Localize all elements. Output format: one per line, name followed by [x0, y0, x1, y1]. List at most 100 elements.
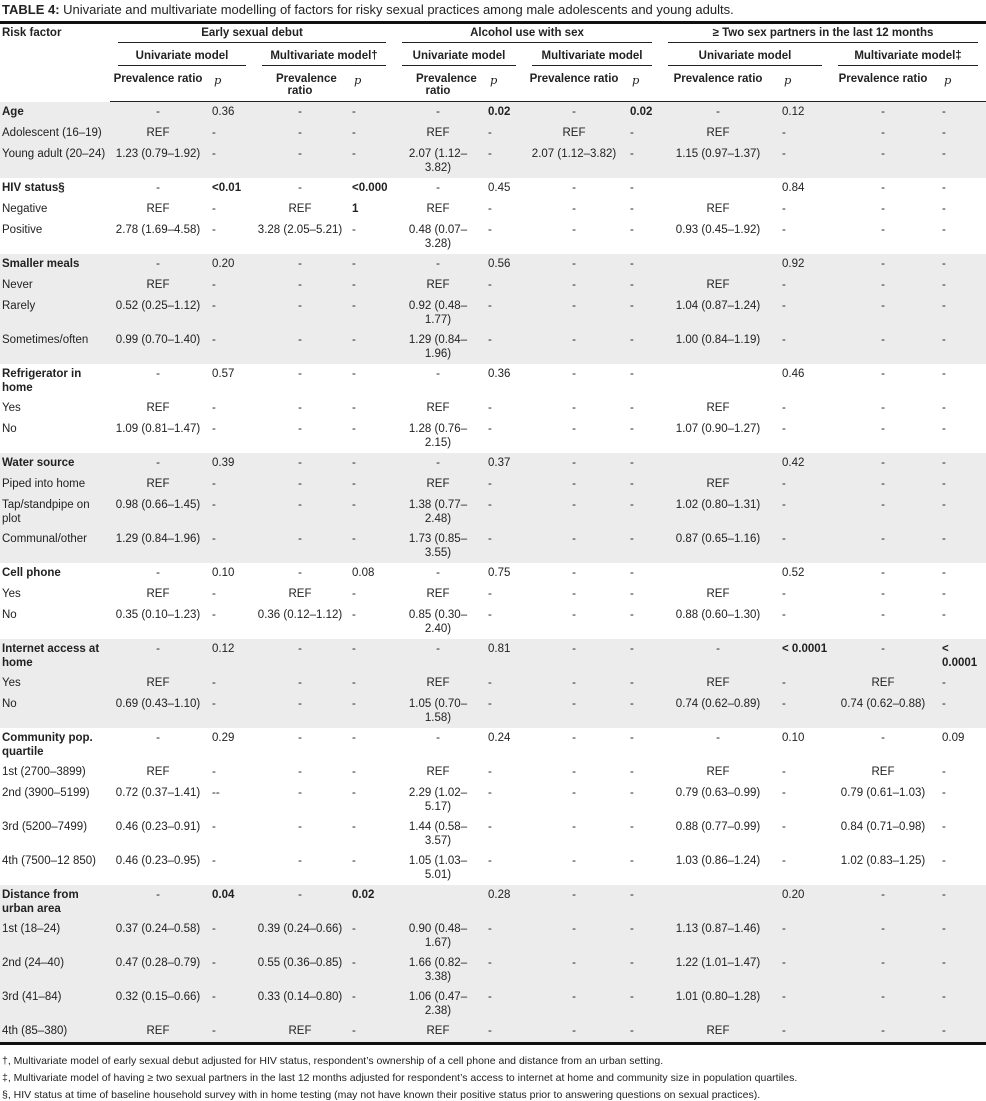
prevalence-ratio-cell: - [110, 453, 206, 474]
p-value-cell: - [206, 330, 254, 364]
p-value-cell: - [630, 609, 634, 621]
p-value-cell: - [782, 787, 786, 799]
p-value-cell: - [776, 987, 830, 1021]
p-value-cell: - [782, 609, 786, 621]
p-value-cell: - [206, 296, 254, 330]
prevalence-ratio-cell: 0.79 (0.63–0.99) [675, 787, 761, 799]
prevalence-ratio-cell: 1.00 (0.84–1.19) [660, 330, 776, 364]
p-value-cell: - [624, 694, 660, 728]
group-header-row: Water source -0.39- - -0.37- -0.42- - [0, 453, 986, 474]
p-value-cell: - [482, 987, 524, 1021]
p-value-cell: - [488, 203, 492, 215]
prevalence-ratio-cell: - [524, 474, 624, 495]
prevalence-ratio-cell: - [298, 787, 302, 799]
prevalence-ratio-cell: - [524, 885, 624, 919]
prevalence-ratio-cell: REF [110, 123, 206, 144]
table-row: Yes REF - - - REF - - - REF - - - [0, 398, 986, 419]
prevalence-ratio-cell: - [572, 821, 576, 833]
p-value-cell: - [206, 953, 254, 987]
prevalence-ratio-cell: REF [288, 588, 312, 600]
prevalence-ratio-cell: REF [706, 588, 730, 600]
prevalence-ratio-cell: 0.72 (0.37–1.41) [115, 787, 201, 799]
p-value-header: p [206, 70, 254, 102]
model-header: Univariate model [660, 47, 830, 70]
p-value-cell: - [482, 275, 524, 296]
prevalence-ratio-cell: - [254, 694, 346, 728]
table-row: Rarely 0.52 (0.25–1.12) - - -0.92 (0.48–1.77… [0, 296, 986, 330]
prevalence-ratio-cell: - [254, 275, 346, 296]
prevalence-ratio-cell: - [524, 529, 624, 563]
prevalence-ratio-cell: - [110, 254, 206, 275]
risk-factor-cell: Rarely [0, 296, 110, 330]
prevalence-ratio-cell: REF [394, 275, 482, 296]
p-value-cell: - [206, 919, 254, 953]
prevalence-ratio-header: Prevalence ratio [830, 70, 936, 102]
p-value-cell: - [624, 673, 660, 694]
prevalence-ratio-cell [394, 885, 482, 919]
risk-factor-cell: 2nd (24–40) [0, 953, 110, 987]
p-value-cell: - [352, 609, 356, 621]
risk-factor-cell: No [2, 609, 17, 621]
prevalence-ratio-cell: - [881, 402, 885, 414]
p-value-cell: - [624, 296, 660, 330]
prevalence-ratio-cell: 1.09 (0.81–1.47) [115, 423, 201, 435]
p-value-cell: - [212, 402, 216, 414]
prevalence-ratio-cell: REF [660, 673, 776, 694]
p-value-cell: - [212, 609, 216, 621]
prevalence-ratio-cell: - [572, 224, 576, 236]
prevalence-ratio-cell: REF [146, 402, 170, 414]
prevalence-ratio-cell: 0.85 (0.30–2.40) [408, 609, 468, 635]
group-header-row: Community pop. quartile - 0.29 - - - 0.24 - - - 0.… [0, 728, 986, 762]
p-value-cell: - [352, 766, 356, 778]
p-value-cell: - [776, 953, 830, 987]
table-row: No 0.69 (0.43–1.10) - - -1.05 (0.70–1.58) - - -… [0, 694, 986, 728]
p-value-cell: 0.02 [346, 885, 394, 919]
prevalence-ratio-cell: - [254, 296, 346, 330]
table-row: 2nd (3900–5199) 0.72 (0.37–1.41) -- - -2.29 … [0, 783, 986, 817]
prevalence-ratio-cell [660, 563, 776, 584]
prevalence-ratio-cell: 0.52 (0.25–1.12) [110, 296, 206, 330]
risk-factor-header: Risk factor [2, 27, 62, 39]
p-value-cell: 0.02 [624, 101, 660, 123]
prevalence-ratio-cell: - [881, 732, 885, 744]
p-value-cell: - [776, 529, 830, 563]
p-value-cell: - [482, 144, 524, 178]
p-value-cell: 0.81 [482, 639, 524, 673]
p-value-cell: - [488, 855, 492, 867]
p-value-cell: - [624, 495, 660, 529]
p-value-cell: 0.52 [782, 567, 805, 579]
model-header: Multivariate model [524, 47, 660, 70]
risk-factor-cell: Communal/other [0, 529, 110, 563]
p-value-cell: - [942, 182, 946, 194]
prevalence-ratio-cell: - [830, 495, 936, 529]
prevalence-ratio-cell: - [110, 101, 206, 123]
p-value-cell: - [776, 495, 830, 529]
p-value-cell: - [942, 787, 946, 799]
prevalence-ratio-cell: - [572, 855, 576, 867]
p-value-header: p [346, 70, 394, 102]
prevalence-ratio-cell: - [524, 694, 624, 728]
p-value-cell: - [488, 224, 492, 236]
p-value-cell: - [624, 919, 660, 953]
prevalence-ratio-cell: REF [394, 474, 482, 495]
p-value-cell: - [482, 474, 524, 495]
prevalence-ratio-cell: 1.29 (0.84–1.96) [110, 529, 206, 563]
prevalence-ratio-cell: - [298, 423, 302, 435]
p-value-cell: - [782, 588, 786, 600]
p-value-cell: 0.57 [212, 368, 235, 380]
prevalence-ratio-cell: - [394, 101, 482, 123]
risk-factor-cell: Young adult (20–24) [0, 144, 110, 178]
p-value-cell: - [776, 144, 830, 178]
p-value-cell: - [352, 855, 356, 867]
prevalence-ratio-header: Prevalence ratio [394, 70, 482, 102]
results-table: Risk factor Early sexual debut Alcohol u… [0, 21, 986, 1045]
p-value-cell: - [346, 953, 394, 987]
p-value-cell: 0.46 [782, 368, 805, 380]
footnote: ‡, Multivariate model of having ≥ two se… [2, 1072, 798, 1084]
p-value-cell: - [482, 673, 524, 694]
p-value-cell: - [630, 821, 634, 833]
p-value-cell: - [624, 474, 660, 495]
prevalence-ratio-cell: - [524, 987, 624, 1021]
prevalence-ratio-cell: 0.69 (0.43–1.10) [110, 694, 206, 728]
p-value-cell: - [630, 203, 634, 215]
